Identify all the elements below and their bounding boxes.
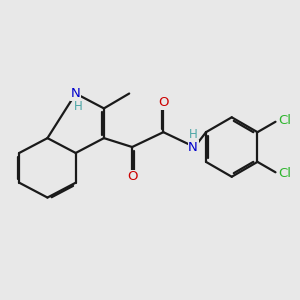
Text: O: O xyxy=(127,170,137,183)
Text: Cl: Cl xyxy=(278,114,292,127)
Text: H: H xyxy=(74,100,83,112)
Text: Cl: Cl xyxy=(278,167,292,180)
Text: N: N xyxy=(71,87,81,100)
Text: H: H xyxy=(189,128,197,141)
Text: N: N xyxy=(188,140,198,154)
Text: O: O xyxy=(158,96,169,109)
